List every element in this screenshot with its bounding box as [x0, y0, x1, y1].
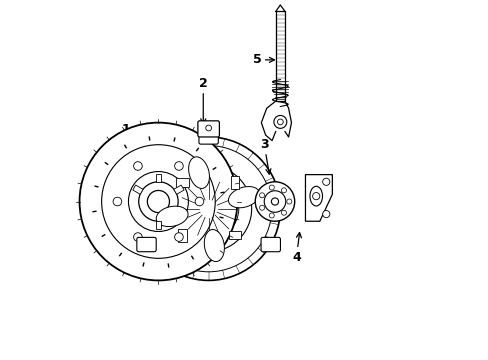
- Ellipse shape: [188, 157, 209, 188]
- Text: 5: 5: [252, 53, 274, 66]
- Ellipse shape: [156, 206, 188, 226]
- Circle shape: [200, 200, 217, 217]
- Text: 3: 3: [260, 138, 270, 174]
- Bar: [176, 178, 188, 186]
- Ellipse shape: [204, 230, 224, 262]
- Circle shape: [312, 193, 319, 200]
- Circle shape: [259, 205, 264, 210]
- Circle shape: [271, 198, 278, 205]
- Circle shape: [147, 190, 169, 212]
- Bar: [155, 221, 161, 229]
- Circle shape: [139, 182, 178, 221]
- Circle shape: [277, 119, 283, 125]
- Circle shape: [195, 197, 203, 206]
- Bar: [275, 12, 285, 101]
- Circle shape: [80, 123, 237, 280]
- Circle shape: [269, 185, 274, 190]
- Ellipse shape: [309, 186, 322, 206]
- Circle shape: [322, 178, 329, 185]
- Text: 4: 4: [291, 233, 301, 264]
- Circle shape: [286, 199, 291, 204]
- Circle shape: [113, 197, 122, 206]
- FancyBboxPatch shape: [199, 130, 218, 144]
- Bar: [155, 174, 161, 182]
- FancyBboxPatch shape: [137, 237, 156, 252]
- Text: 2: 2: [199, 77, 207, 124]
- Bar: [133, 185, 143, 194]
- Bar: [173, 185, 183, 194]
- Polygon shape: [305, 175, 332, 221]
- Circle shape: [273, 116, 286, 129]
- Text: 1: 1: [122, 123, 153, 157]
- Bar: [230, 176, 239, 189]
- Circle shape: [264, 191, 285, 212]
- FancyBboxPatch shape: [198, 121, 219, 137]
- Circle shape: [255, 182, 294, 221]
- Circle shape: [281, 210, 286, 215]
- Circle shape: [145, 145, 271, 272]
- Circle shape: [322, 211, 329, 218]
- Bar: [228, 231, 241, 239]
- Circle shape: [133, 162, 142, 170]
- Circle shape: [174, 162, 183, 170]
- Circle shape: [128, 171, 188, 231]
- Bar: [178, 229, 186, 242]
- FancyBboxPatch shape: [261, 237, 280, 252]
- Circle shape: [133, 233, 142, 241]
- Circle shape: [269, 213, 274, 218]
- Circle shape: [178, 179, 238, 239]
- Ellipse shape: [228, 186, 259, 208]
- Circle shape: [174, 233, 183, 241]
- Circle shape: [192, 193, 224, 225]
- Circle shape: [102, 145, 215, 258]
- Circle shape: [165, 166, 251, 252]
- Circle shape: [281, 188, 286, 193]
- Circle shape: [205, 125, 211, 131]
- Circle shape: [259, 193, 264, 198]
- Circle shape: [137, 137, 280, 280]
